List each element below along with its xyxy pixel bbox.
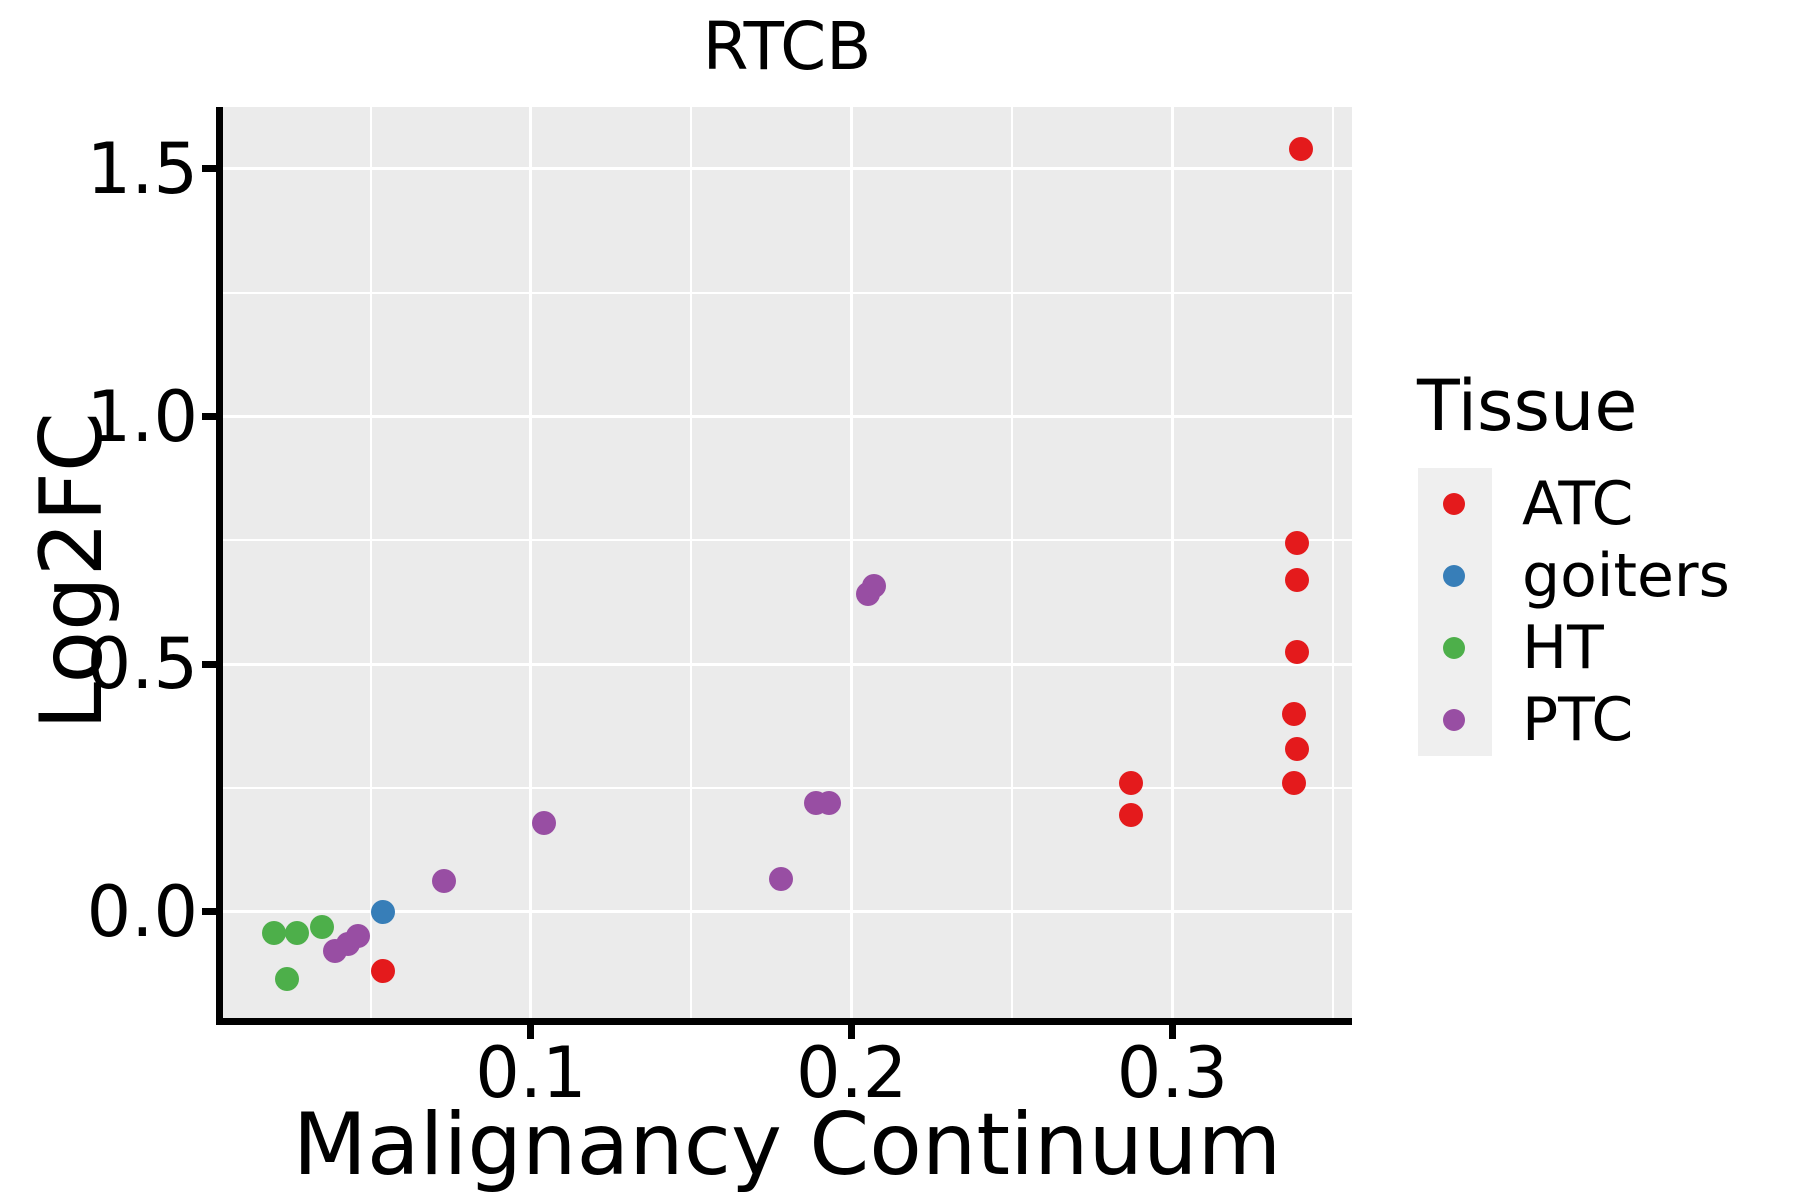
data-point-PTC xyxy=(769,866,794,891)
legend-item-PTC: PTC xyxy=(1417,684,1777,756)
gridline-x-minor xyxy=(369,107,372,1018)
x-tick-label: 0.3 xyxy=(1116,1032,1229,1114)
gridline-y-minor xyxy=(223,539,1352,542)
legend-dot-goiters xyxy=(1443,565,1465,587)
data-point-PTC xyxy=(531,810,556,835)
data-point-PTC xyxy=(862,574,887,599)
legend-item-ATC: ATC xyxy=(1417,468,1777,540)
data-point-PTC xyxy=(432,868,457,893)
plot-title: RTCB xyxy=(702,8,872,85)
gridline-x-minor xyxy=(1331,107,1334,1018)
legend: Tissue ATC goiters HT PTC xyxy=(1417,365,1730,756)
legend-item-label: HT xyxy=(1522,613,1604,683)
y-tick xyxy=(202,660,216,668)
data-point-ATC xyxy=(1285,736,1310,761)
data-point-ATC xyxy=(1118,803,1143,828)
gridline-x-minor xyxy=(1011,107,1014,1018)
plot-panel xyxy=(223,107,1352,1018)
data-point-HT xyxy=(262,920,287,945)
gridline-y-minor xyxy=(223,787,1352,790)
y-tick-label: 0.0 xyxy=(86,870,198,953)
x-axis-title: Malignancy Continuum xyxy=(292,1095,1282,1195)
data-point-ATC xyxy=(1285,568,1310,593)
y-tick-label: 1.5 xyxy=(86,127,198,210)
data-point-PTC xyxy=(345,923,370,948)
legend-items: ATC goiters HT PTC xyxy=(1417,468,1777,756)
legend-item-label: ATC xyxy=(1522,469,1634,539)
x-tick xyxy=(848,1025,856,1039)
x-tick xyxy=(527,1025,535,1039)
gridline-y-minor xyxy=(223,291,1352,294)
data-point-ATC xyxy=(1288,137,1313,162)
y-tick xyxy=(202,165,216,173)
legend-dot-PTC xyxy=(1443,709,1465,731)
legend-item-label: goiters xyxy=(1522,541,1730,611)
y-axis-line xyxy=(216,107,223,1025)
legend-item-goiters: goiters xyxy=(1417,540,1777,612)
data-point-ATC xyxy=(1282,701,1307,726)
y-tick xyxy=(202,908,216,916)
gridline-y-major xyxy=(223,662,1352,666)
legend-item-label: PTC xyxy=(1522,685,1634,755)
data-point-HT xyxy=(310,914,335,939)
data-point-ATC xyxy=(371,959,396,984)
x-tick xyxy=(1168,1025,1176,1039)
x-axis-line xyxy=(216,1018,1352,1025)
y-tick-label: 1.0 xyxy=(86,375,198,458)
data-point-ATC xyxy=(1285,530,1310,555)
legend-dot-HT xyxy=(1443,637,1465,659)
data-point-ATC xyxy=(1285,639,1310,664)
data-point-HT xyxy=(275,966,300,991)
data-point-HT xyxy=(284,920,309,945)
gridline-y-major xyxy=(223,415,1352,419)
gridline-y-major xyxy=(223,910,1352,914)
x-tick-label: 0.2 xyxy=(795,1032,908,1114)
y-axis-title: Log2FC xyxy=(22,412,122,730)
data-point-ATC xyxy=(1118,771,1143,796)
legend-item-HT: HT xyxy=(1417,612,1777,684)
data-point-ATC xyxy=(1282,771,1307,796)
gridline-x-major xyxy=(529,107,533,1018)
data-point-PTC xyxy=(817,791,842,815)
gridline-x-major xyxy=(850,107,854,1018)
gridline-x-major xyxy=(1170,107,1174,1018)
x-tick-label: 0.1 xyxy=(475,1032,587,1114)
gridline-y-major xyxy=(223,167,1352,171)
y-tick-label: 0.5 xyxy=(86,623,198,706)
legend-title: Tissue xyxy=(1417,365,1638,447)
legend-dot-ATC xyxy=(1443,493,1465,515)
y-tick xyxy=(202,413,216,421)
data-point-goiters xyxy=(371,899,396,924)
gridline-x-minor xyxy=(690,107,693,1018)
